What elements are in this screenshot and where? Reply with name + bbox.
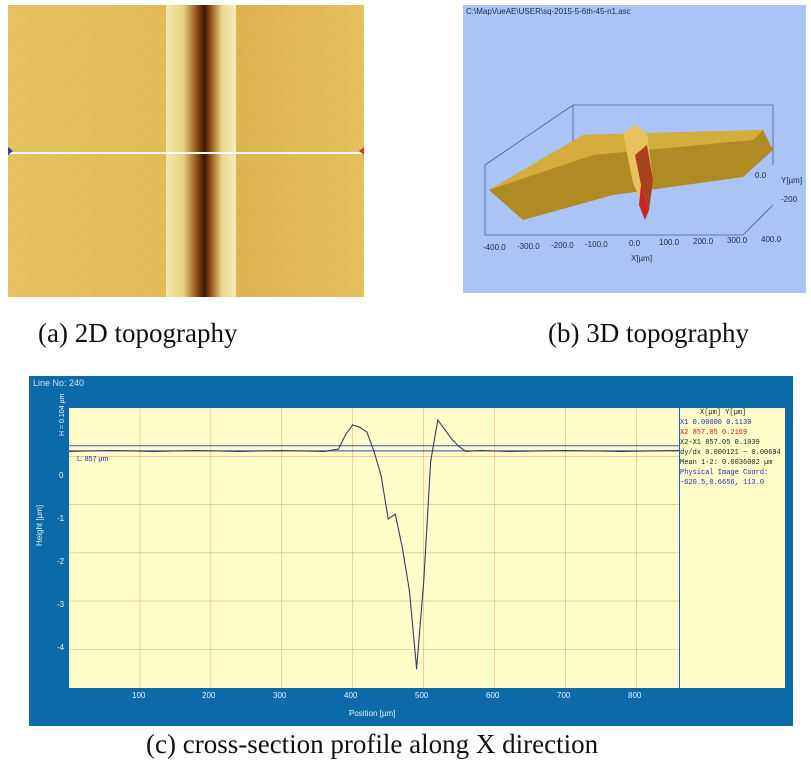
x-axis-label: X[µm] [631,254,652,263]
caption-b: (b) 3D topography [548,318,749,348]
profile-point [110,449,113,452]
readout-x2x1: X2-X1 857.05 0.1039 [680,439,760,447]
profile-point [621,450,623,453]
readout-x2: X2 857.05 0.2169 [680,429,748,437]
profile-point [380,474,382,477]
profile-point [430,460,432,462]
y-axis-label: Y[µm] [781,176,802,185]
profile-point [345,433,347,436]
profile-point [508,450,510,453]
x-tick: -100.0 [585,240,608,249]
x-tick: 300 [273,691,287,700]
profile-point [408,590,411,593]
caption-a: (a) 2D topography [38,318,238,348]
profile-point [352,424,354,426]
readout-x1: X1 0.00000 0.1130 [680,419,752,427]
x-tick: 300.0 [727,236,748,245]
x-tick: 200.0 [693,237,714,246]
profile-point [238,450,240,453]
readout-slope: dy/dx 0.000121 ~ 0.00694 [680,449,781,457]
profile-point [387,518,389,520]
file-path-label: C:\MapVueAE\USER\sq-2015-5-6th-45-n1.asc [466,7,631,16]
x-tick: 400 [344,691,358,700]
profile-point [423,581,425,583]
x-tick: 400.0 [761,235,782,244]
x-tick: 0.0 [629,239,641,248]
profile-point [196,449,198,452]
readout-mean: Mean 1-2: 0.0036002 µm [680,459,773,467]
profile-plot: L: 857 µm [69,408,679,688]
profile-point [458,446,460,448]
profile-point [366,431,368,433]
topography-2d-image [8,5,364,297]
y-axis-label: Height [µm] [35,504,44,546]
profile-point [359,426,361,428]
profile-point [394,513,396,515]
profile-point [444,429,446,431]
y-tick: 0 [59,471,64,480]
caption-c: (c) cross-section profile along X direct… [146,729,599,759]
profile-point [479,449,481,452]
y-tick: 0.0 [755,171,767,180]
profile-window: Line No: 240 Height [µm] H = 0.104 µm L:… [29,376,793,726]
topography-3d-image: C:\MapVueAE\USER\sq-2015-5-6th-45-n1.asc… [463,5,806,293]
profile-point [337,448,340,450]
profile-point [153,450,155,453]
height-side-label: H = 0.104 µm [59,393,66,436]
profile-point [465,450,467,453]
marker-label: L: 857 µm [77,456,109,463]
y-tick: -200 [781,195,798,204]
x-tick: 100.0 [659,238,680,247]
x-tick: -400.0 [483,243,506,252]
profile-point [373,450,375,453]
readout-physical-value: -620.5,0.6656, 113.0 [680,479,765,487]
profile-point [323,450,325,453]
y-tick: -4 [57,643,65,652]
x-tick: 100 [132,691,146,700]
profile-point [564,449,567,452]
profile-point [451,438,453,440]
x-tick: 800 [628,691,642,700]
profile-series-line [69,418,679,669]
x-tick: 500 [415,691,429,700]
readout-header: X[µm] Y[µm] [700,409,747,417]
profile-point [69,450,70,453]
readout-physical-label: Physical Image Coord: [680,469,769,477]
x-tick: 700 [557,691,571,700]
profile-point [437,419,439,421]
line-number-title: Line No: 240 [33,378,85,388]
y-tick: -1 [57,514,65,523]
x-tick: 200 [202,691,216,700]
profile-point [281,449,283,452]
y-tick: -2 [57,557,65,566]
x-tick: 600 [486,691,500,700]
cursor-readout: X[µm] Y[µm] X1 0.00000 0.1130 X2 857.05 … [680,408,785,688]
y-tick: -3 [57,600,65,609]
x-axis-label: Position [µm] [349,709,396,718]
x-tick: -200.0 [551,241,574,250]
profile-point [401,547,403,549]
x-tick: -300.0 [517,242,540,251]
profile-point [415,668,418,670]
profile-point [678,449,679,452]
